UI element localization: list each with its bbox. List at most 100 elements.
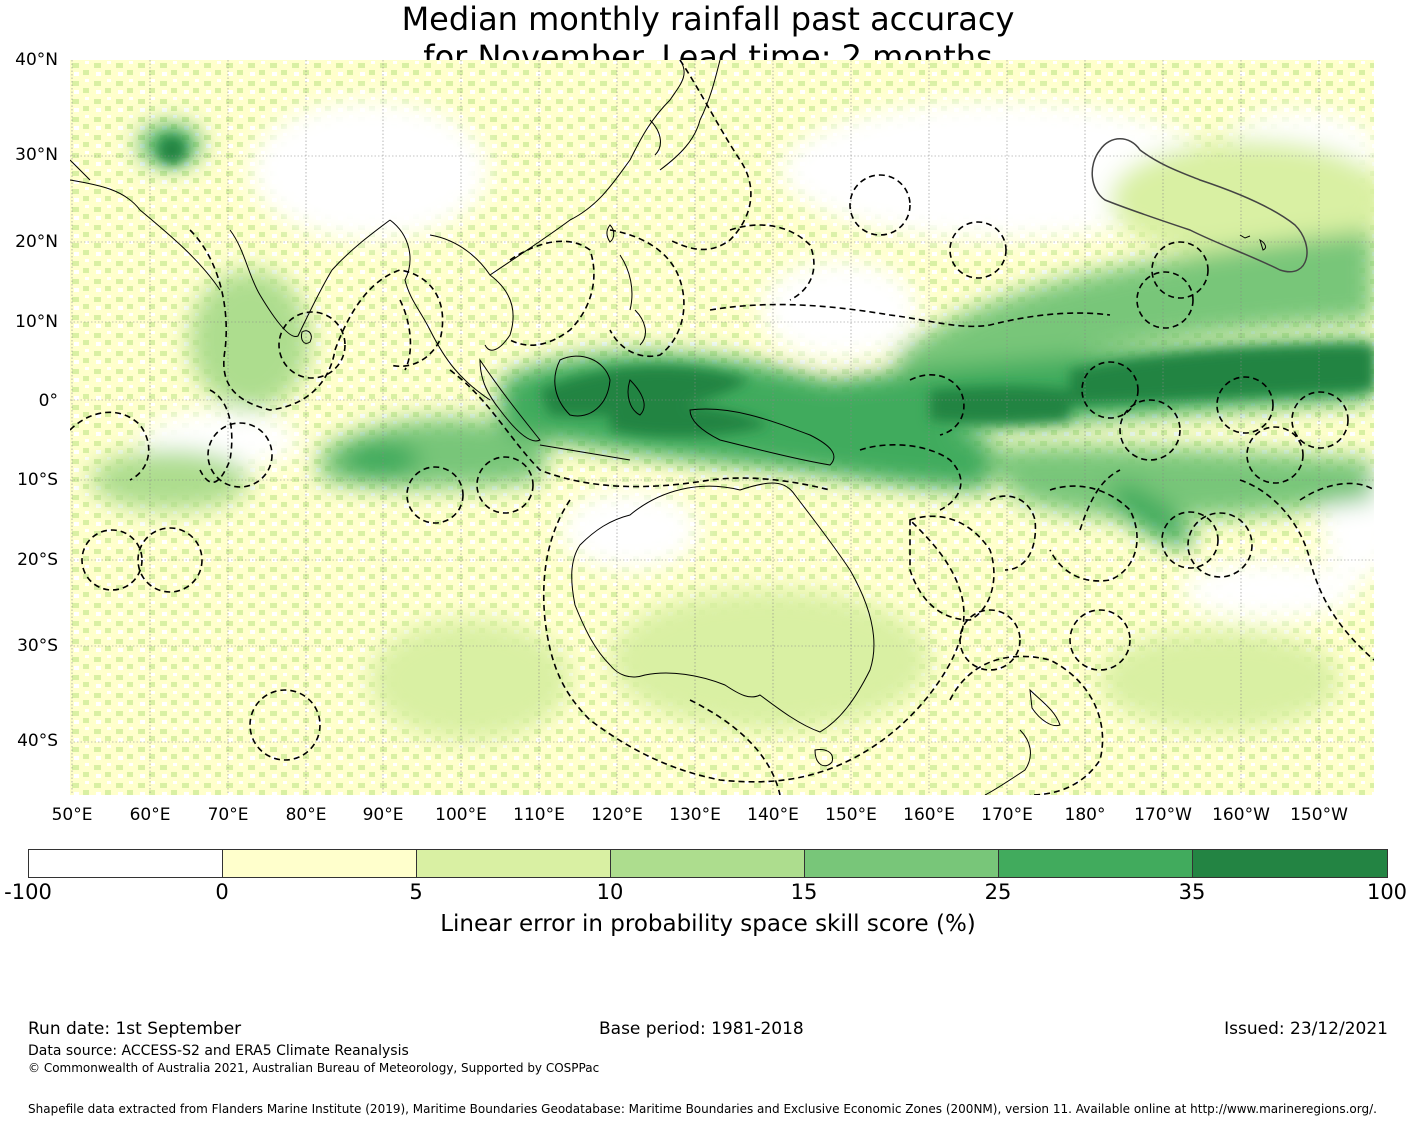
eez-south-china-sea: [509, 240, 595, 346]
patch-indian-dark: [340, 440, 420, 480]
eez-fiji: [1049, 485, 1138, 582]
colorbar-label: Linear error in probability space skill …: [440, 911, 976, 937]
lon-label-170w: 170°W: [1134, 805, 1192, 825]
shapefile-credit: Shapefile data extracted from Flanders M…: [28, 1102, 1377, 1116]
lon-label-110e: 110°E: [513, 805, 565, 825]
colorbar-segment-2: [222, 849, 417, 878]
title-line-1: Median monthly rainfall past accuracy: [401, 0, 1015, 38]
lat-label-10n: 10°N: [15, 312, 58, 332]
base-period: Base period: 1981-2018: [599, 1019, 804, 1039]
coast-new-zealand-south: [984, 729, 1031, 795]
eez-french-polynesia: [1239, 479, 1374, 661]
data-source: Data source: ACCESS-S2 and ERA5 Climate …: [28, 1043, 409, 1059]
coast-arabia: [70, 159, 221, 291]
colorbar-tick-15: 15: [790, 880, 818, 904]
colorbar: [28, 849, 1388, 878]
coast-java: [539, 444, 631, 461]
patch-light-4: [90, 450, 250, 510]
eez-palmyra: [1291, 391, 1349, 449]
eez-marcus: [849, 174, 911, 236]
lat-label-40s: 40°S: [17, 731, 58, 751]
band-spcz: [970, 445, 1374, 519]
eez-st-paul: [249, 689, 321, 761]
eez-phoenix: [1119, 399, 1181, 461]
eez-samoa: [1246, 426, 1304, 484]
run-date: Run date: 1st September: [28, 1019, 242, 1039]
eez-philippines: [609, 229, 685, 357]
eez-guam: [729, 224, 815, 301]
colorbar-tick-100: 100: [1366, 880, 1408, 904]
coast-srilanka: [301, 330, 312, 344]
colorbar-tick-5: 5: [409, 880, 423, 904]
chart-title: Median monthly rainfall past accuracy fo…: [0, 0, 1416, 76]
patch-white-4: [760, 260, 920, 360]
lat-label-10s: 10°S: [17, 470, 58, 490]
core-arabia: [158, 136, 186, 164]
skill-field-core: [158, 136, 1374, 437]
lon-label-50e: 50°E: [51, 805, 93, 825]
band-spcz-southeast: [1110, 480, 1192, 550]
eez-wake: [949, 221, 1007, 279]
colorbar-segment-4: [610, 849, 805, 878]
lon-label-60e: 60°E: [129, 805, 171, 825]
eez-hawaii-south: [1079, 469, 1121, 531]
colorbar-tick-neg100: -100: [4, 880, 52, 904]
coast-philippines: [619, 254, 646, 346]
eez-japan: [669, 60, 752, 251]
eez-christmas: [476, 456, 534, 514]
lat-label-30s: 30°S: [17, 636, 58, 656]
eez-australia: [542, 499, 965, 783]
lon-label-80e: 80°E: [285, 805, 327, 825]
lon-label-150e: 150°E: [825, 805, 877, 825]
eez-solomon: [859, 444, 962, 511]
eez-cocos: [406, 466, 464, 524]
coast-new-guinea: [689, 408, 835, 466]
eez-tokelau: [1216, 376, 1274, 434]
eez-australia-south: [689, 699, 781, 795]
eez-nauru-kiribati: [909, 374, 965, 436]
coastlines: [70, 60, 1267, 795]
skill-map: [70, 60, 1374, 795]
eez-lord-howe: [959, 609, 1021, 671]
patch-white-1: [250, 100, 490, 240]
colorbar-tick-10: 10: [596, 880, 624, 904]
eez-india: [189, 229, 336, 411]
eez-kiribati-line: [1299, 482, 1374, 501]
lon-label-140e: 140°E: [747, 805, 799, 825]
eez-indonesia: [449, 369, 831, 491]
coast-sulawesi: [627, 379, 645, 416]
colorbar-tick-0: 0: [215, 880, 229, 904]
lon-label-130e: 130°E: [669, 805, 721, 825]
lat-label-eq: 0°: [38, 391, 58, 411]
eez-sri-lanka: [278, 311, 346, 379]
patch-light-2: [610, 590, 930, 730]
patch-light-1: [190, 270, 310, 410]
eez-seychelles: [70, 411, 150, 481]
patch-light-5: [370, 620, 570, 740]
coast-india: [229, 219, 391, 337]
lon-label-160w: 160°W: [1212, 805, 1270, 825]
colorbar-segment-7: [1192, 849, 1388, 878]
colorbar-segment-5: [804, 849, 999, 878]
graticule: [70, 60, 1374, 795]
colorbar-segment-3: [416, 849, 611, 878]
coast-hawaii: [1239, 234, 1267, 251]
coast-japan: [659, 60, 721, 171]
issued-date: Issued: 23/12/2021: [1224, 1019, 1388, 1039]
lon-label-170e: 170°E: [981, 805, 1033, 825]
band-north-pacific: [890, 230, 1374, 390]
eez-howland: [1136, 271, 1194, 329]
eez-bay-of-bengal: [334, 269, 444, 367]
eez-mauritius: [81, 529, 143, 591]
patch-white-5: [560, 490, 700, 570]
eez-tuvalu: [1081, 361, 1139, 419]
coast-australia: [571, 482, 875, 733]
eez-new-zealand: [949, 655, 1104, 795]
copyright: © Commonwealth of Australia 2021, Austra…: [28, 1061, 600, 1075]
eez-micronesia: [709, 303, 1111, 328]
lon-label-180: 180°: [1064, 805, 1106, 825]
core-maritime: [540, 366, 750, 416]
coast-tasmania: [814, 749, 834, 767]
patch-light-6: [1100, 630, 1340, 730]
lon-label-150w: 150°W: [1290, 805, 1348, 825]
